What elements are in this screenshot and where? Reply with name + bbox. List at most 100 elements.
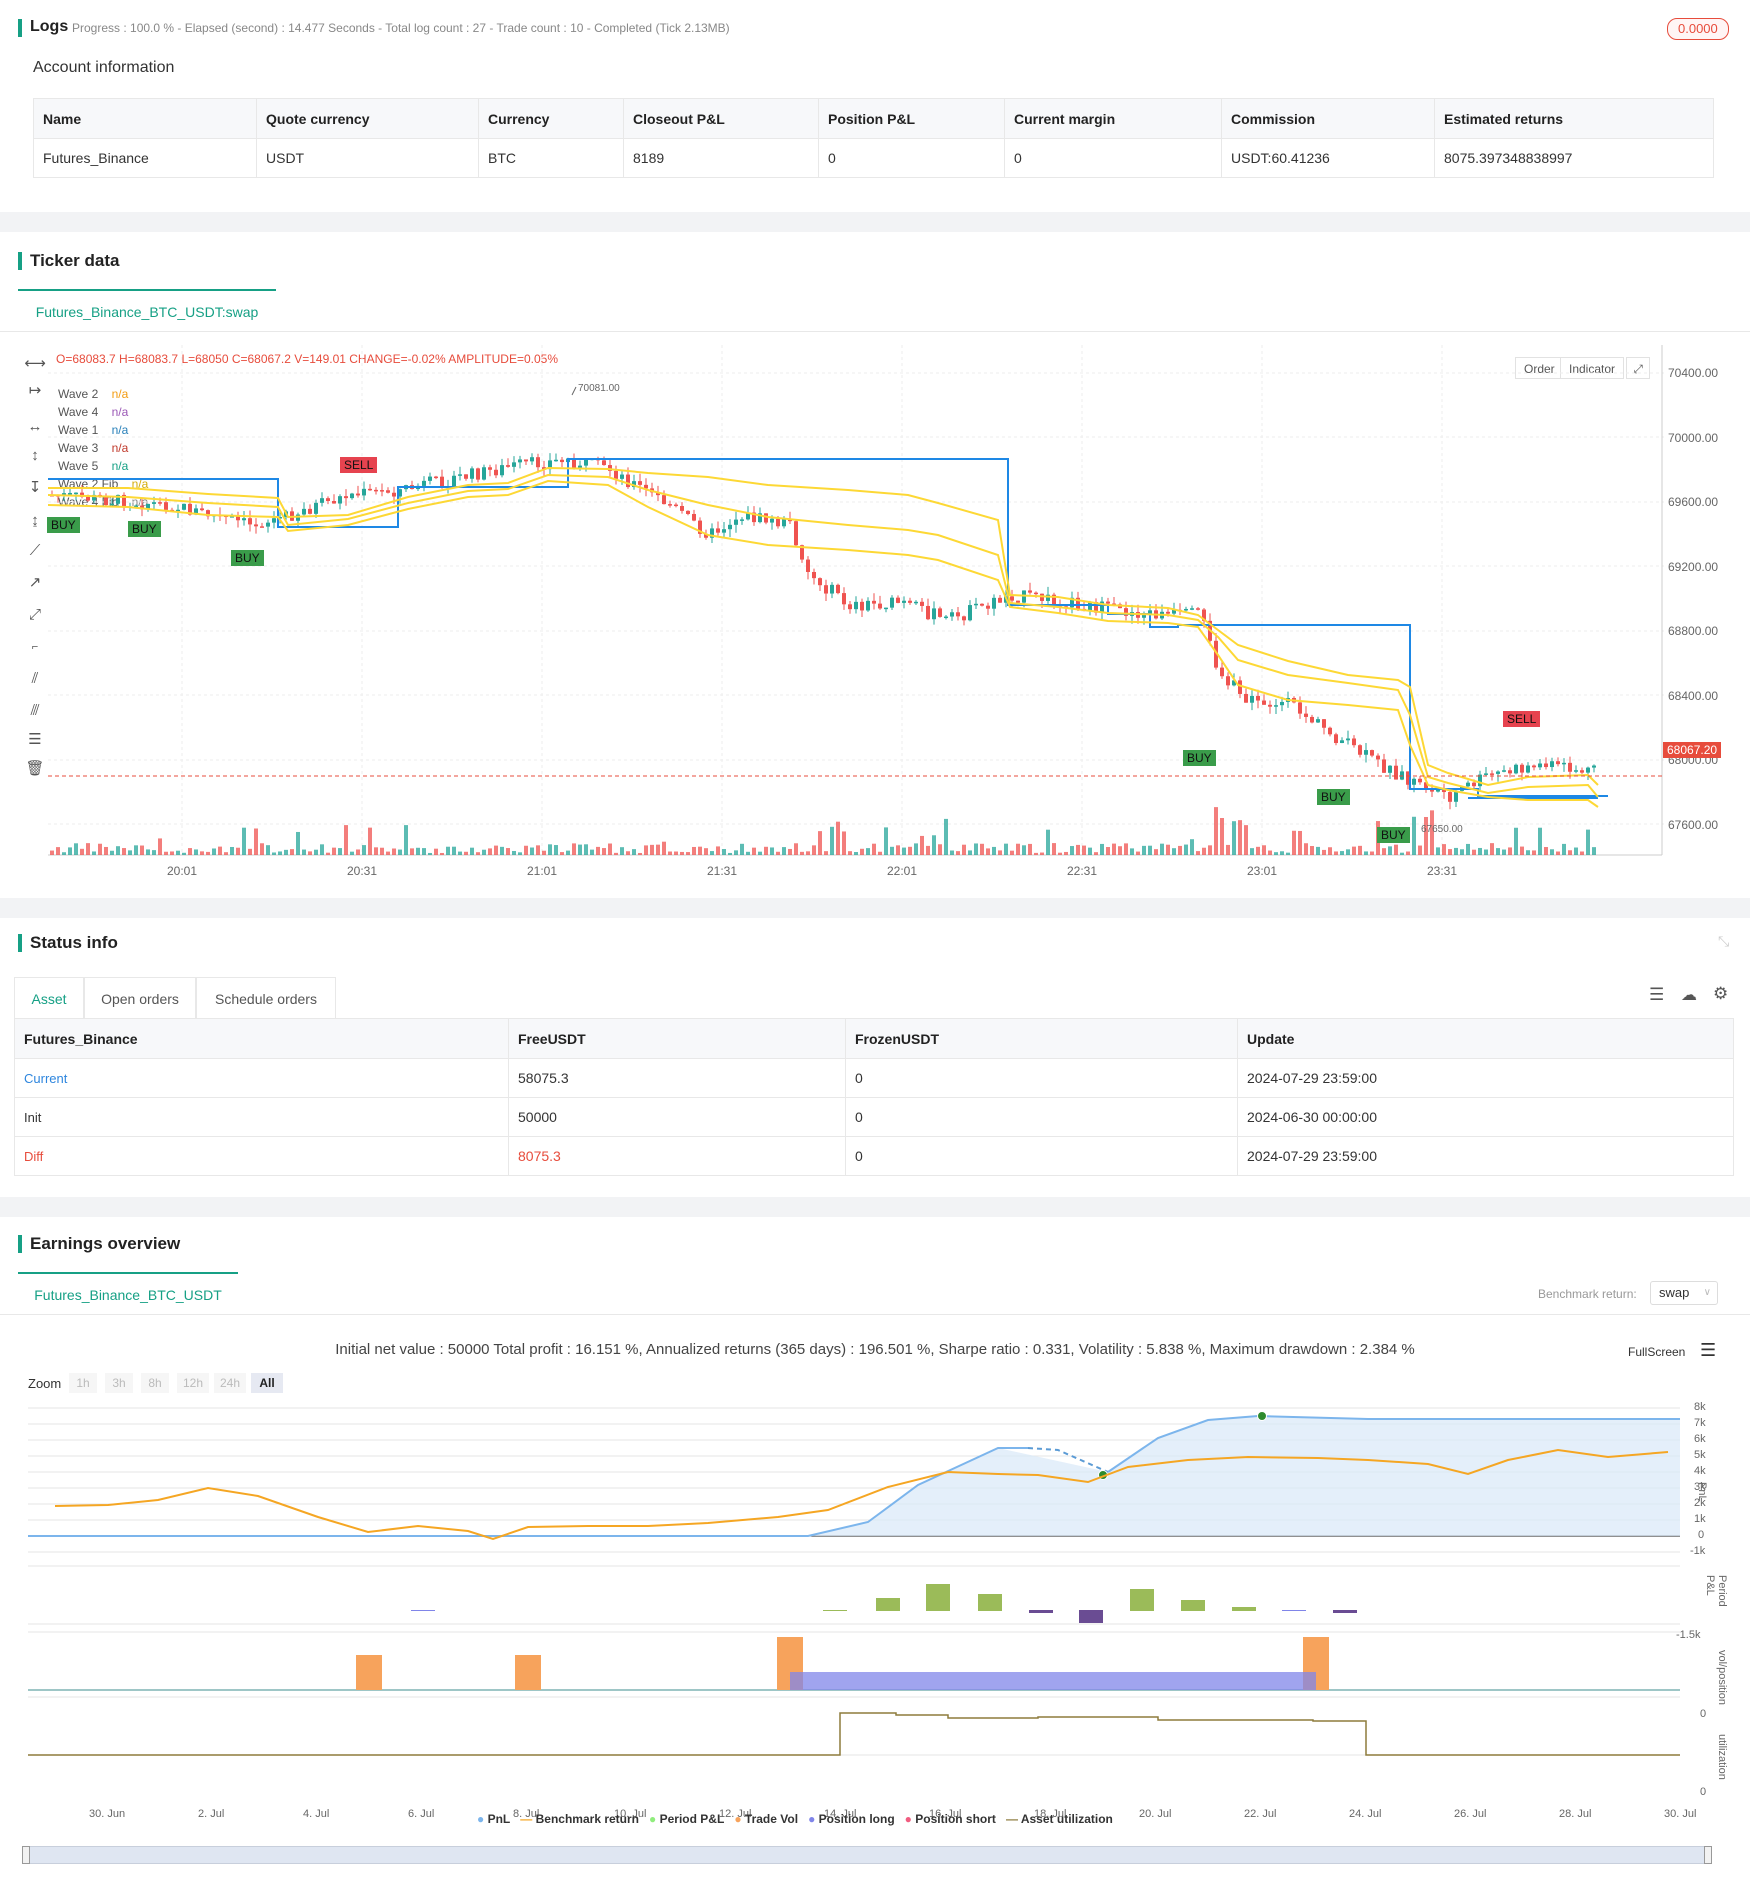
collapse-icon[interactable]: ⤡ (1718, 933, 1730, 949)
legend-item-trade-vol[interactable]: ● Trade Vol (734, 1812, 798, 1826)
asset-col-exchange: Futures_Binance (14, 1018, 509, 1059)
tab-earnings-symbol[interactable]: Futures_Binance_BTC_USDT (18, 1272, 238, 1314)
volume-bar (812, 845, 816, 855)
candle-body (494, 469, 498, 476)
horizontal-segment-icon[interactable]: ↔ (27, 418, 43, 435)
candle-body (1490, 773, 1494, 775)
earnings-chart[interactable] (28, 1400, 1718, 1800)
price-axis-label: 69600.00 (1668, 495, 1719, 509)
navigator-right-handle[interactable] (1704, 1846, 1712, 1864)
candle-body (1508, 770, 1512, 774)
segment-line-icon[interactable]: ⤢ (28, 606, 41, 623)
layers-icon[interactable]: ☰ (28, 731, 42, 748)
list-icon[interactable]: ☰ (1649, 985, 1665, 1004)
volume-bar (356, 849, 360, 855)
volume-bar (584, 844, 588, 855)
candle-body (68, 492, 72, 495)
trash-icon[interactable]: 🗑 (25, 760, 45, 777)
cloud-download-icon[interactable]: ☁ (1681, 987, 1697, 1004)
legend-item-benchmark[interactable]: — Benchmark return (520, 1812, 639, 1826)
volume-bar (476, 852, 480, 855)
vertical-ray-icon[interactable]: ↧ (28, 479, 42, 496)
account-returns-cell: 8075.397348838997 (1434, 138, 1714, 178)
horizontal-ray-icon[interactable]: ↦ (28, 382, 42, 399)
navigator-scrollbar[interactable] (22, 1846, 1712, 1864)
candle-body (1478, 774, 1482, 787)
ray-line-icon[interactable]: ↗ (28, 574, 42, 591)
legend-item-period-pnl[interactable]: ● Period P&L (649, 1812, 724, 1826)
tab-schedule-orders[interactable]: Schedule orders (196, 977, 336, 1019)
earnings-summary: Initial net value : 50000 Total profit :… (335, 1341, 1415, 1358)
candle-body (506, 465, 510, 467)
candle-body (908, 600, 912, 603)
account-col-quote-currency: Quote currency (256, 98, 479, 139)
trend-line-icon[interactable]: ⟋ (29, 542, 41, 559)
volume-bar (608, 843, 612, 855)
fullscreen-button[interactable]: FullScreen (1628, 1345, 1686, 1359)
zoom-8h-button[interactable]: 8h (141, 1373, 169, 1393)
candle-body (1328, 727, 1332, 735)
candle-body (158, 502, 162, 504)
volume-bar (1532, 850, 1536, 855)
parallel-channel-icon[interactable]: ⫽ (31, 670, 39, 687)
candle-body (200, 508, 204, 511)
candle-body (1358, 745, 1362, 755)
zoom-all-button[interactable]: All (251, 1373, 283, 1393)
price-line-icon[interactable]: ⌐ (31, 641, 39, 653)
candle-body (188, 503, 192, 515)
candle-body (182, 503, 186, 510)
legend-item-pnl[interactable]: ● PnL (477, 1812, 510, 1826)
vertical-line-icon[interactable]: ↕ (31, 447, 39, 464)
horizontal-line-icon[interactable]: ⟷ (24, 355, 46, 372)
navigator-left-handle[interactable] (22, 1846, 30, 1864)
volume-bar (956, 851, 960, 855)
volume-bar (338, 848, 342, 855)
volume-bar (758, 851, 762, 855)
vol-panel-label: vol/position (1716, 1650, 1728, 1706)
volume-bar (122, 848, 126, 855)
zoom-3h-button[interactable]: 3h (105, 1373, 133, 1393)
legend-item-asset-utilization[interactable]: — Asset utilization (1006, 1812, 1113, 1826)
vertical-segment-icon[interactable]: ↨ (31, 512, 39, 529)
volume-bar (488, 848, 492, 855)
legend-item-position-long[interactable]: ● Position long (808, 1812, 895, 1826)
zoom-24h-button[interactable]: 24h (214, 1373, 246, 1393)
candle-body (344, 496, 348, 499)
menu-icon[interactable]: ☰ (1700, 1340, 1717, 1360)
volume-bar (1202, 847, 1206, 855)
date-axis-label: 4. Jul (303, 1808, 330, 1820)
candle-body (1190, 608, 1194, 610)
zoom-1h-button[interactable]: 1h (69, 1373, 97, 1393)
legend-item-position-short[interactable]: ● Position short (905, 1812, 996, 1826)
volume-bar (692, 846, 696, 855)
candle-body (434, 476, 438, 479)
fib-icon[interactable]: ⫻ (30, 702, 40, 719)
price-chart[interactable]: 70081.00 67650.00 (48, 345, 1664, 865)
volume-bar (716, 846, 720, 855)
account-margin-cell: 0 (1004, 138, 1222, 178)
gear-icon[interactable]: ⚙ (1713, 984, 1729, 1003)
volume-bar (308, 851, 312, 855)
tab-ticker-symbol[interactable]: Futures_Binance_BTC_USDT:swap (18, 289, 276, 331)
tab-asset[interactable]: Asset (14, 977, 84, 1019)
candle-body (1592, 765, 1596, 768)
candle-body (560, 459, 564, 463)
benchmark-select[interactable]: swap ∨ (1650, 1281, 1718, 1305)
date-axis-label: 30. Jun (89, 1808, 126, 1820)
zoom-12h-button[interactable]: 12h (177, 1373, 209, 1393)
asset-free-cell: 50000 (508, 1097, 846, 1137)
vol-axis-label: 0 (1700, 1708, 1707, 1720)
candle-body (1520, 764, 1524, 773)
tab-open-orders[interactable]: Open orders (84, 977, 196, 1019)
volume-bar (830, 826, 834, 855)
volume-bar (1442, 844, 1446, 855)
volume-bar (1340, 851, 1344, 855)
candle-body (146, 503, 150, 510)
order-button[interactable]: Order (1515, 357, 1564, 379)
candle-body (716, 528, 720, 533)
candle-body (1418, 778, 1422, 783)
time-axis-label: 23:31 (1427, 864, 1458, 878)
candle-body (542, 467, 546, 470)
candle-body (548, 460, 552, 470)
time-axis-label: 21:31 (707, 864, 738, 878)
